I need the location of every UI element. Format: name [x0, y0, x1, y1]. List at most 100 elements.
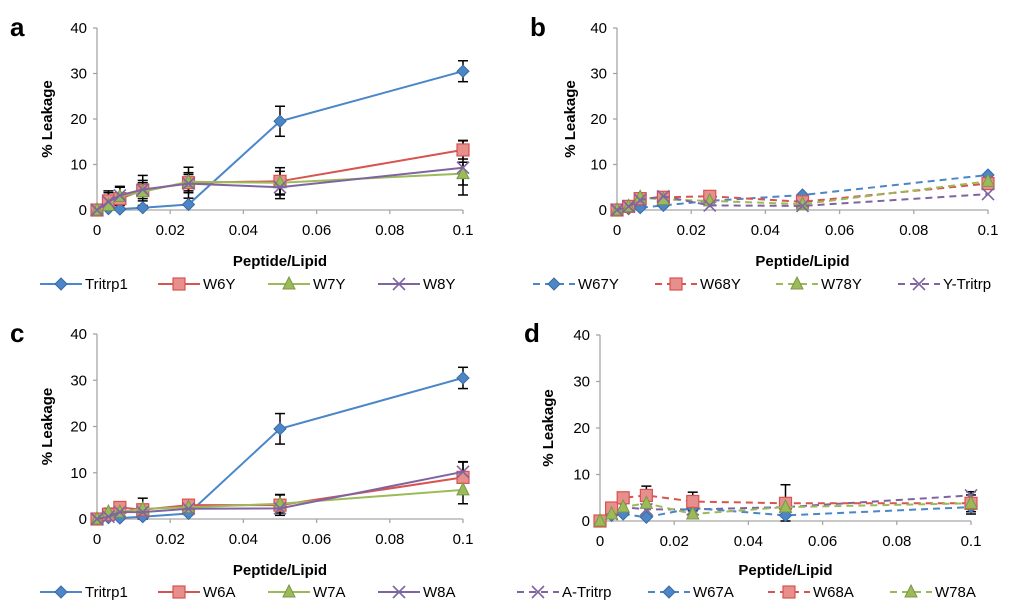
- data-point: [273, 114, 287, 128]
- data-point: [456, 465, 470, 479]
- legend-item: Y-Tritrp: [898, 276, 991, 293]
- marker-stroke: [101, 195, 116, 209]
- data-point: [113, 505, 127, 519]
- data-point: [964, 495, 978, 509]
- legend-item: W8A: [378, 584, 456, 601]
- legend-item: W68A: [768, 584, 854, 601]
- data-point: [633, 193, 647, 207]
- legend-label: W67Y: [578, 276, 619, 293]
- legend-label: Tritrp1: [85, 584, 128, 601]
- data-point: [101, 510, 116, 524]
- legend-item: W68Y: [655, 276, 741, 293]
- legend-label: W8A: [423, 584, 456, 601]
- legend-label: W7A: [313, 584, 346, 601]
- x-tick-label: 0.1: [453, 222, 474, 239]
- data-point: [90, 512, 104, 526]
- y-tick-label: 40: [70, 326, 87, 343]
- legend-marker: [282, 275, 296, 290]
- data-point: [136, 182, 150, 197]
- y-tick-label: 30: [70, 66, 87, 83]
- legend: A-Tritrp W67A W68A W78A: [517, 583, 976, 601]
- legend-item: W7A: [268, 583, 346, 601]
- data-point: [181, 177, 196, 191]
- x-tick-label: 0: [93, 222, 101, 239]
- legend-label: W78A: [935, 584, 976, 601]
- y-tick-label: 40: [590, 20, 607, 37]
- legend-marker: [172, 585, 186, 599]
- x-tick-label: 0.06: [808, 533, 837, 550]
- legend-marker: [782, 585, 796, 599]
- marker-stroke: [633, 193, 647, 207]
- series-w78a: [593, 495, 978, 527]
- data-point: [456, 371, 470, 385]
- x-tick-label: 0.1: [978, 222, 999, 239]
- marker-stroke: [101, 510, 116, 524]
- y-tick-label: 30: [590, 66, 607, 83]
- data-point: [456, 143, 470, 157]
- marker-stroke: [181, 177, 196, 191]
- legend-label: W68A: [813, 584, 854, 601]
- marker-stroke: [703, 198, 717, 213]
- series-w8y: [90, 161, 470, 217]
- legend-marker: [669, 277, 683, 291]
- marker-stroke: [181, 502, 196, 516]
- y-axis-title: % Leakage: [39, 388, 56, 466]
- y-tick-label: 40: [573, 327, 590, 344]
- data-point: [604, 505, 619, 520]
- x-tick-label: 0.08: [882, 533, 911, 550]
- data-point: [456, 161, 470, 175]
- legend-item: W67Y: [533, 276, 619, 293]
- legend-item: A-Tritrp: [517, 584, 611, 601]
- legend-label: W6A: [203, 584, 236, 601]
- y-tick-label: 10: [70, 157, 87, 174]
- legend-item: Tritrp1: [40, 276, 128, 293]
- data-point: [656, 189, 670, 203]
- panel-letter: b: [530, 12, 546, 42]
- panel-a: a 0 10 20 30 40 0 0.02 0.04 0.06 0.08 0.1 % Leakage P…: [10, 12, 473, 293]
- marker-stroke: [113, 505, 127, 519]
- x-tick-label: 0.04: [751, 222, 780, 239]
- panel-d: d 0 10 20 30 40 0 0.02 0.04 0.06 0.08 0.1 % Leakage P…: [517, 318, 981, 601]
- y-axis-title: % Leakage: [562, 80, 579, 158]
- data-point: [593, 512, 607, 527]
- data-point: [113, 202, 127, 216]
- legend-marker: [392, 277, 406, 291]
- marker-stroke: [531, 585, 545, 599]
- x-axis-title: Peptide/Lipid: [233, 253, 327, 270]
- marker-stroke: [273, 501, 287, 515]
- x-tick-label: 0.06: [302, 222, 331, 239]
- legend-marker: [54, 585, 68, 599]
- x-tick-label: 0: [613, 222, 621, 239]
- legend-item: W67A: [648, 584, 734, 601]
- marker-stroke: [392, 277, 406, 291]
- x-tick-label: 0.02: [156, 222, 185, 239]
- error-bars-tritrp1: [275, 366, 468, 445]
- data-point: [981, 187, 995, 201]
- legend-marker: [54, 277, 68, 291]
- data-point: [90, 203, 104, 217]
- data-point: [981, 173, 995, 187]
- marker-stroke: [90, 203, 104, 217]
- legend-item: W78Y: [776, 275, 862, 293]
- panel-letter: d: [524, 318, 540, 348]
- data-point: [136, 201, 150, 215]
- x-tick-label: 0.06: [825, 222, 854, 239]
- y-tick-label: 40: [70, 20, 87, 37]
- data-point: [686, 494, 700, 509]
- marker-stroke: [912, 277, 926, 291]
- marker-stroke: [456, 161, 470, 175]
- data-point: [181, 197, 196, 212]
- y-tick-label: 0: [79, 202, 87, 219]
- y-axis-title: % Leakage: [540, 389, 557, 467]
- panel-b: b 0 10 20 30 40 0 0.02 0.04 0.06 0.08 0.1 % Leakage P…: [530, 12, 998, 293]
- x-tick-label: 0: [93, 531, 101, 548]
- data-point: [685, 505, 700, 520]
- legend-label: W78Y: [821, 276, 862, 293]
- legend-label: W8Y: [423, 276, 456, 293]
- marker-stroke: [136, 505, 150, 519]
- y-tick-label: 20: [590, 111, 607, 128]
- legend-item: Tritrp1: [40, 584, 128, 601]
- marker-stroke: [136, 182, 150, 197]
- legend-marker: [172, 277, 186, 291]
